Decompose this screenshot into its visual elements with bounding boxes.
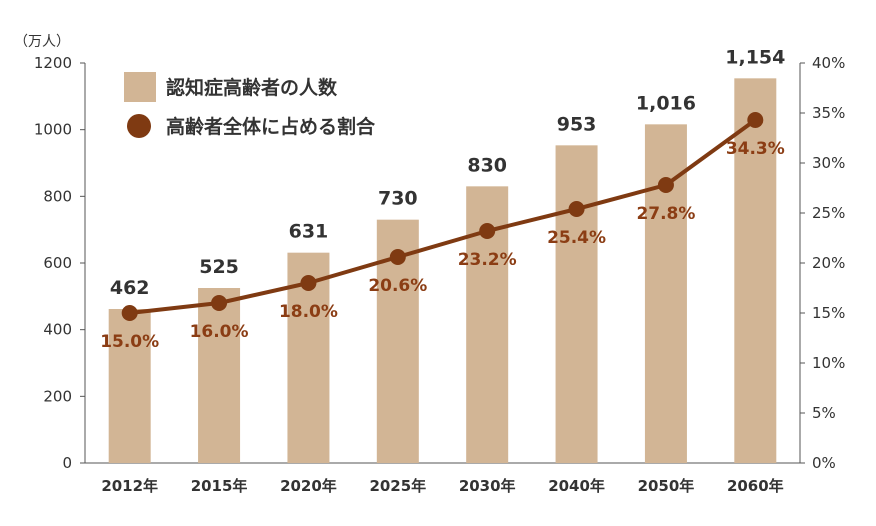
y-axis-unit: （万人） (14, 34, 70, 50)
y-right-tick-label: 0% (812, 454, 836, 472)
x-tick-label: 2060年 (727, 477, 784, 495)
bar-value-label: 631 (289, 221, 329, 243)
bar-value-label: 730 (378, 188, 418, 210)
y-left-tick-label: 1000 (34, 121, 72, 139)
y-right-tick-label: 15% (812, 304, 845, 322)
y-right-tick-label: 5% (812, 404, 836, 422)
ratio-line (121, 112, 764, 321)
x-tick-label: 2025年 (369, 477, 426, 495)
ratio-point (121, 305, 138, 321)
ratio-point (568, 201, 585, 217)
ratio-point (747, 112, 764, 128)
y-left-tick-label: 400 (43, 321, 72, 339)
ratio-point (479, 223, 496, 239)
ratio-value-label: 16.0% (190, 322, 249, 342)
ratio-value-label: 15.0% (100, 332, 159, 352)
y-left-tick-label: 800 (43, 187, 72, 205)
ratio-point (657, 177, 674, 193)
ratio-point (211, 295, 228, 311)
ratio-line-path (129, 118, 757, 315)
x-tick-label: 2050年 (638, 477, 695, 495)
y-left-tick-label: 600 (43, 254, 72, 272)
bar-value-label: 953 (557, 113, 597, 135)
y-right-tick-label: 25% (812, 204, 845, 222)
legend-line-marker (127, 114, 151, 138)
ratio-point (389, 249, 406, 265)
legend-bar-swatch (124, 72, 156, 102)
x-tick-label: 2040年 (548, 477, 605, 495)
y-left-tick-label: 200 (43, 387, 72, 405)
ratio-value-label: 34.3% (726, 139, 785, 159)
bar-value-label: 462 (110, 277, 150, 299)
bar (734, 78, 777, 463)
ratio-value-label: 20.6% (368, 276, 427, 296)
ratio-value-label: 18.0% (279, 302, 338, 322)
y-right-tick-label: 40% (812, 54, 845, 72)
legend-line-label: 高齢者全体に占める割合 (166, 115, 376, 138)
bars (108, 78, 777, 464)
y-left-tick-label: 0 (62, 454, 72, 472)
ratio-point (300, 275, 317, 291)
legend-bar-label: 認知症高齢者の人数 (166, 76, 338, 99)
x-tick-label: 2015年 (191, 477, 248, 495)
data-labels: 462 525 631 730 830 953 1,016 1,154 15.0% 16.0% 18… (100, 46, 785, 352)
y-left-tick-label: 1200 (34, 54, 72, 72)
x-tick-label: 2020年 (280, 477, 337, 495)
bar-value-label: 830 (467, 154, 507, 176)
bar-value-label: 1,016 (636, 92, 696, 114)
y-right-tick-label: 30% (812, 154, 845, 172)
bar (108, 309, 151, 463)
ratio-value-label: 23.2% (458, 250, 517, 270)
legend: 認知症高齢者の人数 高齢者全体に占める割合 (124, 72, 376, 138)
bar-value-label: 1,154 (725, 46, 785, 68)
bar (198, 288, 241, 463)
y-right-tick-label: 35% (812, 104, 845, 122)
axes: 0 200 400 600 800 1000 1200 0% 5% 10% 15% 20% 25% 30%… (34, 54, 846, 495)
y-right-tick-label: 10% (812, 354, 845, 372)
y-right-tick-label: 20% (812, 254, 845, 272)
ratio-value-label: 25.4% (547, 228, 606, 248)
ratio-value-label: 27.8% (636, 204, 695, 224)
x-tick-label: 2030年 (459, 477, 516, 495)
bar-value-label: 525 (199, 256, 239, 278)
x-tick-label: 2012年 (101, 477, 158, 495)
bar (555, 145, 598, 464)
